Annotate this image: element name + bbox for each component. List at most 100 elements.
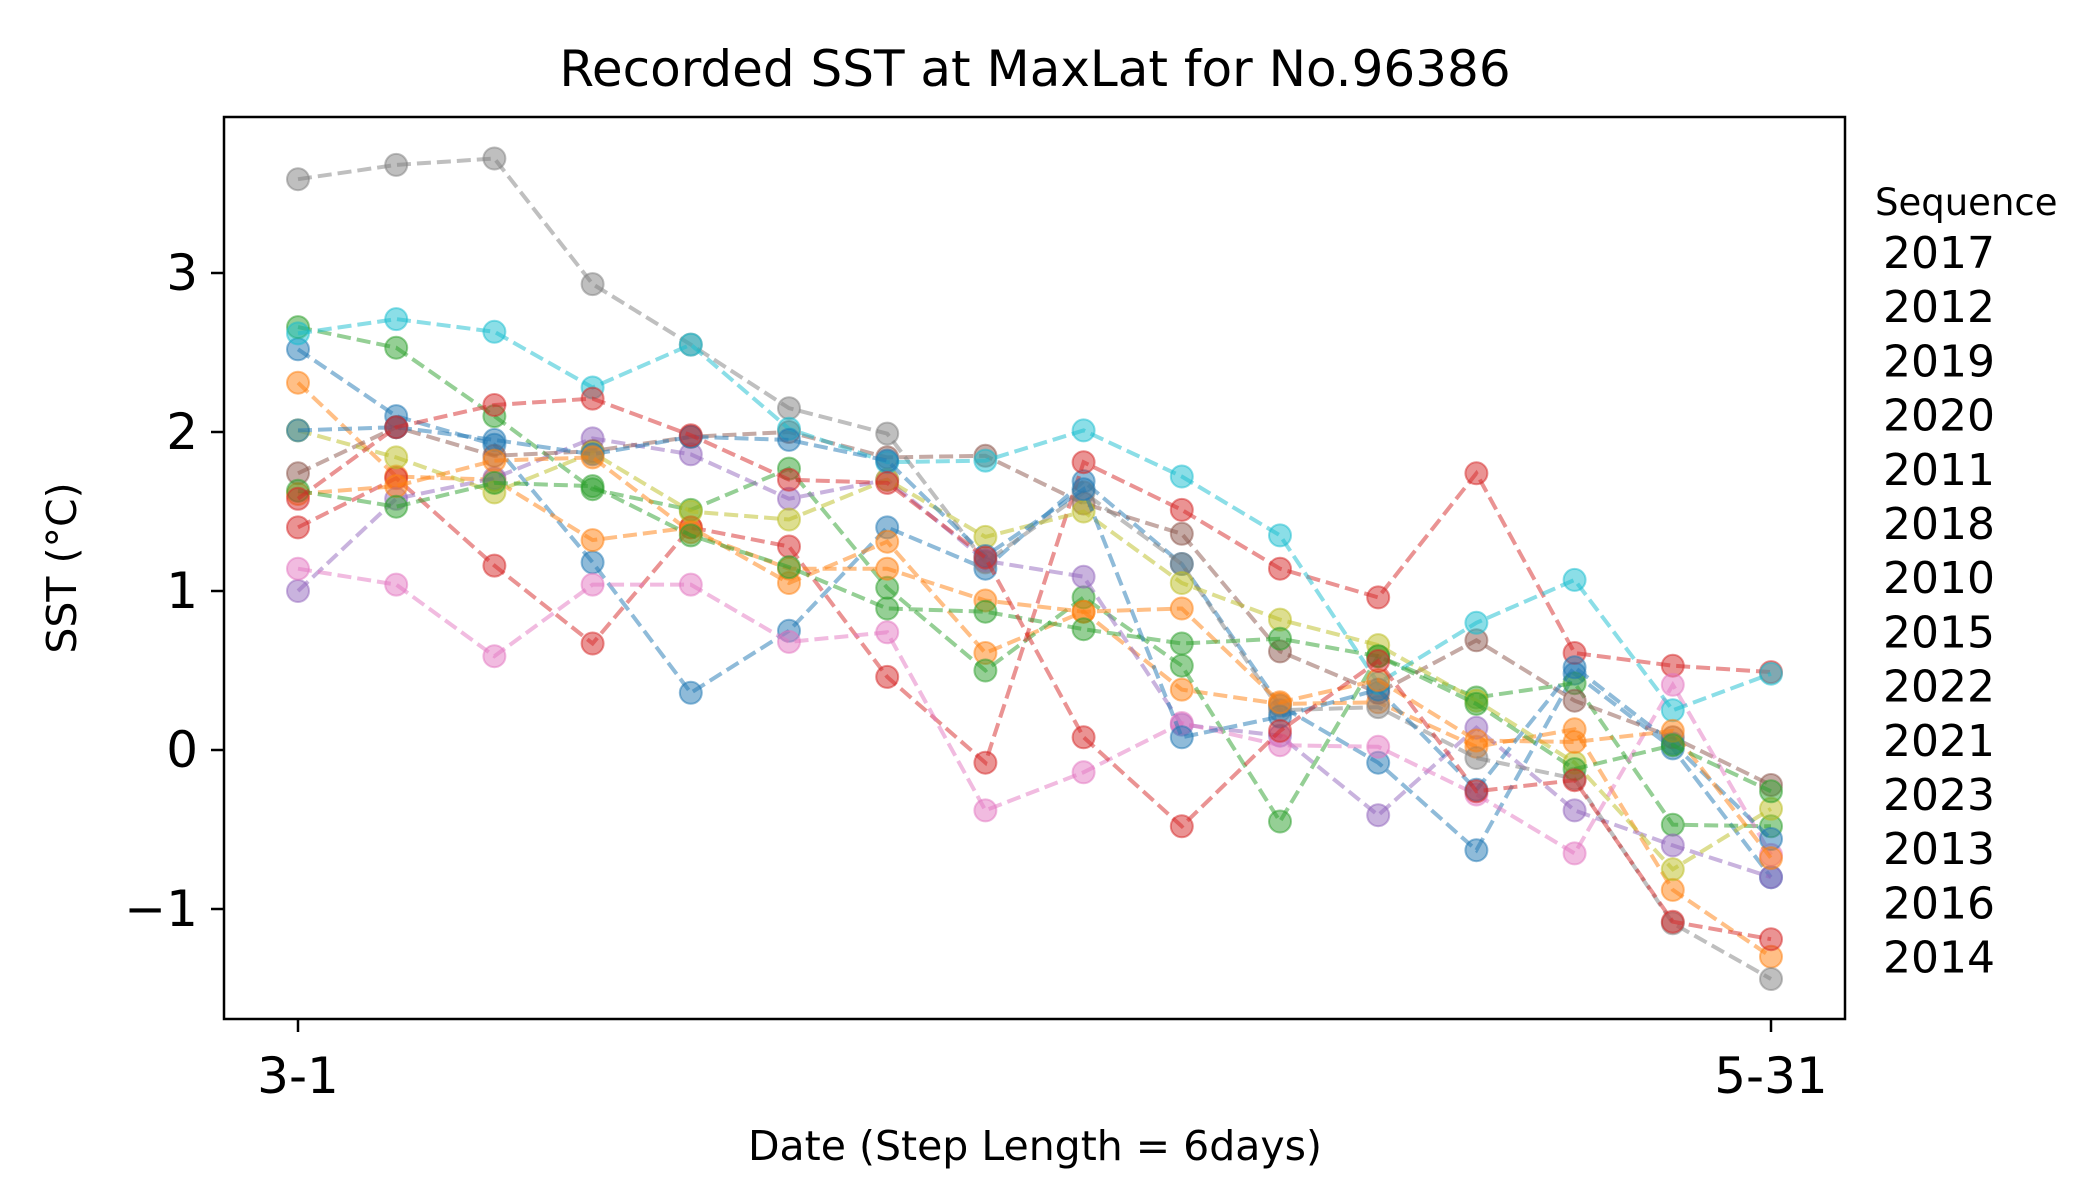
data-point bbox=[678, 332, 703, 357]
legend-entry: 2015 bbox=[1883, 607, 1995, 658]
series-7 bbox=[286, 556, 1783, 867]
series-line bbox=[297, 428, 1773, 872]
data-point bbox=[1562, 567, 1587, 592]
legend-entry: 2017 bbox=[1883, 228, 1995, 279]
legend: Sequence 2017201220192020201120182010201… bbox=[1875, 181, 2058, 984]
data-point bbox=[384, 572, 409, 597]
data-point bbox=[1071, 564, 1096, 589]
data-point bbox=[875, 421, 900, 446]
x-tick-label: 5-31 bbox=[1714, 1047, 1827, 1105]
data-point bbox=[1464, 691, 1489, 716]
data-point bbox=[580, 386, 605, 411]
data-point bbox=[1268, 718, 1292, 743]
data-point bbox=[580, 445, 605, 470]
data-point bbox=[1759, 846, 1783, 871]
data-point bbox=[580, 572, 605, 597]
data-point bbox=[580, 528, 605, 553]
legend-entry: 2014 bbox=[1883, 933, 1995, 984]
data-point bbox=[777, 555, 801, 580]
series-2 bbox=[286, 370, 1783, 969]
data-point bbox=[286, 321, 310, 346]
data-point bbox=[1366, 649, 1391, 673]
data-point bbox=[1366, 803, 1391, 828]
data-point bbox=[482, 448, 507, 473]
data-point bbox=[1562, 655, 1587, 680]
data-point bbox=[1366, 585, 1391, 610]
data-point bbox=[286, 370, 310, 395]
y-axis-label: SST (°C) bbox=[38, 482, 86, 653]
data-point bbox=[973, 658, 998, 683]
data-point bbox=[1268, 523, 1292, 548]
y-tick-label: 3 bbox=[166, 244, 198, 302]
data-point bbox=[286, 167, 310, 192]
data-point bbox=[1169, 725, 1194, 750]
data-point bbox=[1169, 497, 1194, 522]
data-point bbox=[1464, 779, 1489, 804]
data-point bbox=[875, 470, 900, 495]
y-tick-label: 2 bbox=[166, 403, 198, 461]
legend-entry: 2020 bbox=[1883, 391, 1995, 442]
series-line bbox=[297, 566, 1773, 857]
data-point bbox=[384, 335, 409, 360]
data-point bbox=[1071, 450, 1096, 475]
series-layer bbox=[286, 146, 1783, 991]
series-line bbox=[297, 459, 1772, 767]
data-point bbox=[973, 599, 998, 624]
data-point bbox=[777, 467, 801, 492]
data-point bbox=[1660, 672, 1685, 697]
data-point bbox=[482, 644, 507, 669]
data-point bbox=[1660, 698, 1685, 723]
data-point bbox=[580, 474, 605, 499]
data-point bbox=[1071, 760, 1096, 785]
data-point bbox=[1464, 838, 1489, 863]
data-point bbox=[777, 534, 801, 559]
data-point bbox=[875, 620, 900, 645]
data-point bbox=[1071, 418, 1096, 443]
data-point bbox=[482, 427, 507, 452]
legend-entry: 2019 bbox=[1883, 336, 1995, 387]
data-point bbox=[1759, 661, 1783, 686]
series-line bbox=[296, 396, 1772, 942]
data-point bbox=[384, 415, 409, 440]
data-point bbox=[777, 507, 801, 532]
y-axis: −1 0 1 2 3 bbox=[124, 244, 224, 938]
data-point bbox=[482, 553, 507, 578]
data-point bbox=[1169, 814, 1194, 839]
data-point bbox=[1071, 725, 1096, 750]
data-point bbox=[973, 448, 998, 473]
series-line bbox=[297, 425, 1773, 841]
data-point bbox=[1759, 927, 1783, 952]
series-line bbox=[297, 455, 1773, 860]
data-point bbox=[1169, 464, 1194, 489]
data-point bbox=[286, 579, 310, 603]
chart-title: Recorded SST at MaxLat for No.96386 bbox=[559, 40, 1510, 98]
legend-entry: 2011 bbox=[1883, 445, 1995, 496]
series-10 bbox=[286, 307, 1783, 723]
data-point bbox=[286, 418, 310, 443]
data-point bbox=[482, 393, 507, 417]
data-point bbox=[482, 146, 507, 171]
data-point bbox=[1562, 688, 1587, 713]
legend-entry: 2023 bbox=[1883, 770, 1995, 821]
x-axis: 3-1 5-31 bbox=[257, 1019, 1828, 1105]
data-point bbox=[1660, 833, 1685, 858]
data-point bbox=[1169, 653, 1194, 678]
data-point bbox=[1071, 477, 1096, 502]
series-line bbox=[297, 325, 1772, 829]
data-point bbox=[1562, 730, 1587, 754]
data-point bbox=[1169, 631, 1194, 656]
data-point bbox=[1759, 779, 1783, 804]
data-point bbox=[1169, 571, 1194, 595]
data-point bbox=[384, 445, 409, 470]
series-5 bbox=[286, 426, 1783, 890]
data-point bbox=[384, 494, 409, 519]
data-point bbox=[1366, 734, 1391, 759]
series-13 bbox=[286, 470, 1783, 804]
data-point bbox=[1660, 733, 1685, 758]
data-point bbox=[1169, 596, 1194, 621]
data-point bbox=[286, 556, 310, 581]
data-point bbox=[678, 423, 703, 448]
y-tick-label: −1 bbox=[124, 880, 198, 938]
data-point bbox=[875, 448, 900, 473]
